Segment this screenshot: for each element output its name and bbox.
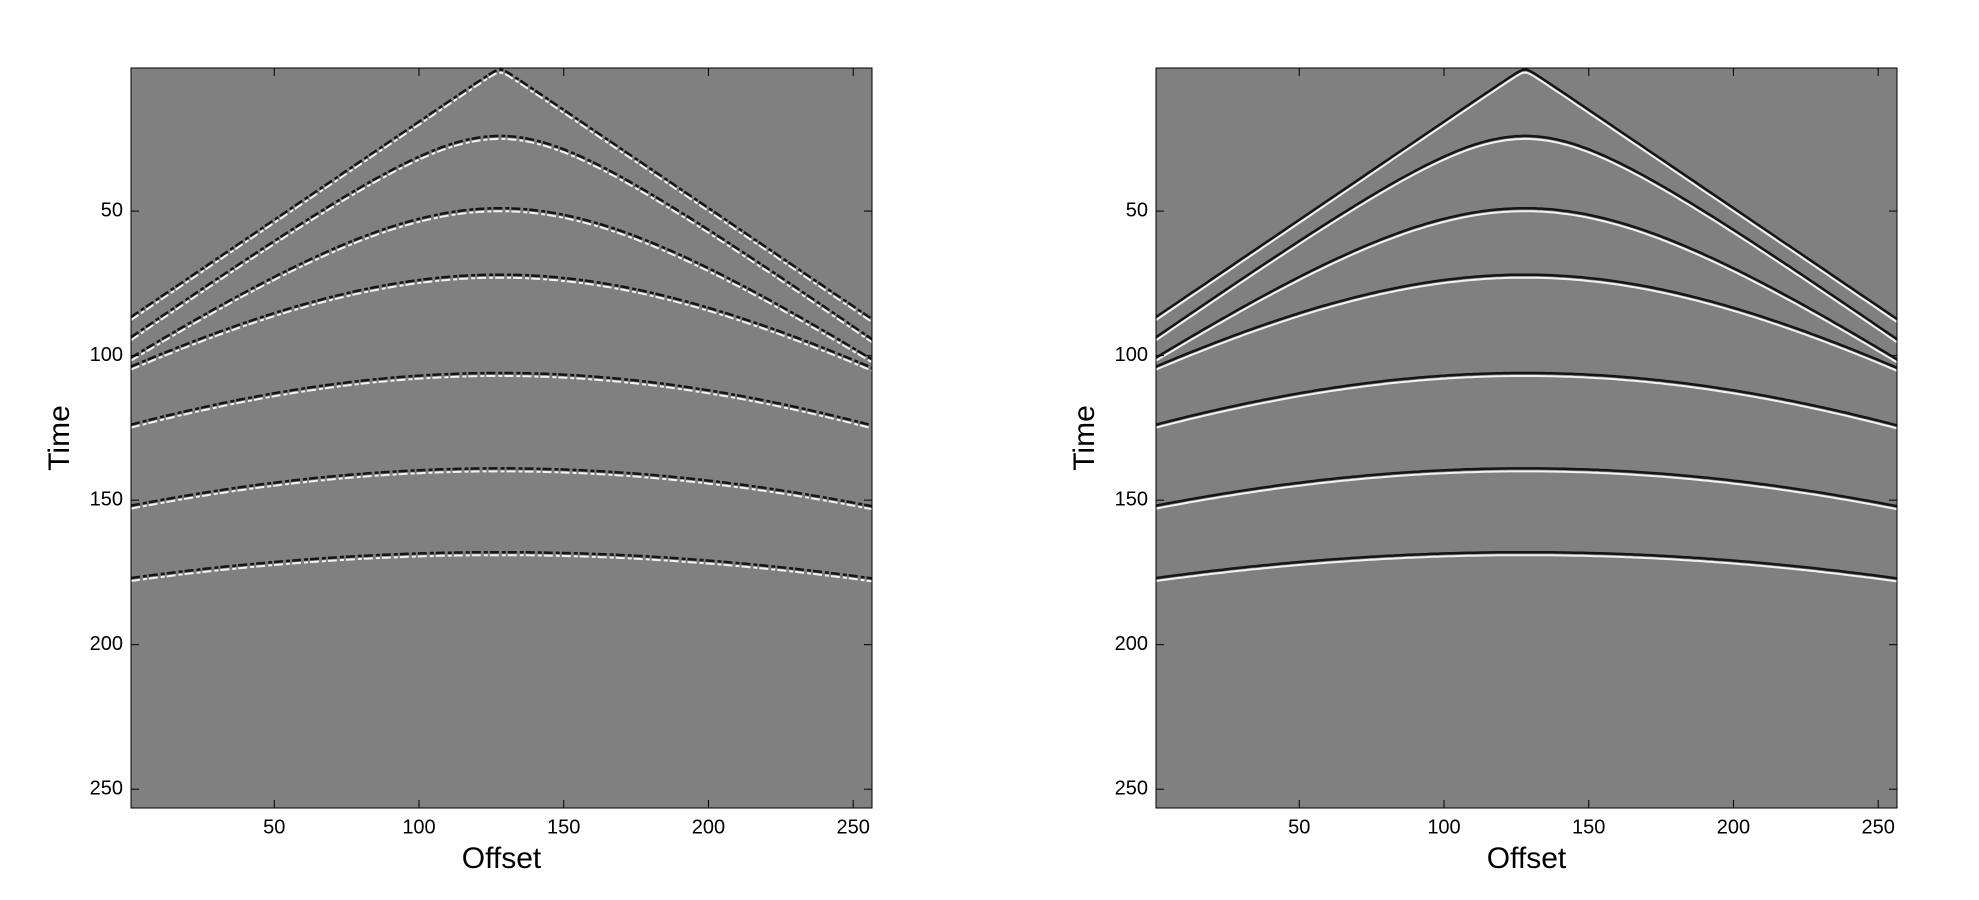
y-tick-label: 50: [101, 199, 123, 221]
y-axis-label: Time: [43, 405, 76, 471]
reflection-dark: [131, 371, 872, 427]
axes: 50 100 150 200 250 50 100 150 200 250 Offset Time: [1068, 67, 1898, 875]
x-tick-label: 200: [1717, 816, 1750, 838]
y-tick-label: 150: [90, 488, 123, 510]
x-tick-label: 50: [1288, 816, 1310, 838]
axes-frame: [130, 67, 873, 809]
y-tick-label: 50: [1126, 199, 1148, 221]
reflection-light: [131, 276, 872, 372]
reflection-light: [1156, 276, 1897, 372]
y-tick-label: 250: [1115, 777, 1148, 799]
reflection-dark: [1156, 68, 1897, 321]
reflection-light: [1156, 210, 1897, 364]
axes-frame: [1155, 67, 1898, 809]
reflection-light: [131, 137, 872, 344]
reflection-dark: [131, 467, 872, 508]
reflection-light: [1156, 375, 1897, 430]
y-tick-label: 150: [1115, 488, 1148, 510]
reflection-light: [131, 554, 872, 583]
x-tick-label: 200: [692, 816, 725, 838]
reflection-dark: [1156, 206, 1897, 361]
reflection-light: [1156, 470, 1897, 511]
x-axis-label: Offset: [462, 842, 542, 875]
reflection-light: [131, 375, 872, 430]
reflection-light: [131, 470, 872, 511]
y-tick-label: 200: [90, 633, 123, 655]
x-tick-label: 100: [402, 816, 435, 838]
x-tick-label: 50: [263, 816, 285, 838]
reflection-light: [131, 71, 872, 323]
x-tick-label: 150: [1572, 816, 1605, 838]
y-axis-label: Time: [1068, 405, 1101, 471]
x-axis-label: Offset: [1487, 842, 1567, 875]
reflection-light: [1156, 554, 1897, 583]
reflection-dark: [131, 550, 872, 580]
x-tick-label: 150: [547, 816, 580, 838]
x-tick-label: 250: [836, 816, 869, 838]
reflection-light: [1156, 71, 1897, 323]
reflection-dark: [1156, 467, 1897, 508]
image-background: [1156, 68, 1897, 808]
image-content: [1156, 68, 1897, 583]
y-tick-label: 200: [1115, 633, 1148, 655]
reflection-dark: [1156, 371, 1897, 427]
y-tick-label: 250: [90, 777, 123, 799]
reflection-dark: [1156, 134, 1897, 341]
image-background: [131, 68, 872, 808]
reflection-light: [1156, 137, 1897, 344]
y-tick-label: 100: [90, 344, 123, 366]
x-tick-label: 100: [1427, 816, 1460, 838]
reflection-dark: [131, 68, 872, 321]
reflection-dark: [1156, 550, 1897, 580]
image-content: [131, 68, 872, 583]
reflection-dark: [131, 134, 872, 341]
axes: 50 100 150 200 250 50 100 150 200 250 Offset Time: [43, 67, 873, 875]
y-tick-label: 100: [1115, 344, 1148, 366]
reflection-dark: [131, 273, 872, 369]
reflection-dark: [131, 206, 872, 361]
x-tick-label: 250: [1861, 816, 1894, 838]
reflection-dark: [1156, 273, 1897, 369]
reflection-light: [131, 210, 872, 364]
